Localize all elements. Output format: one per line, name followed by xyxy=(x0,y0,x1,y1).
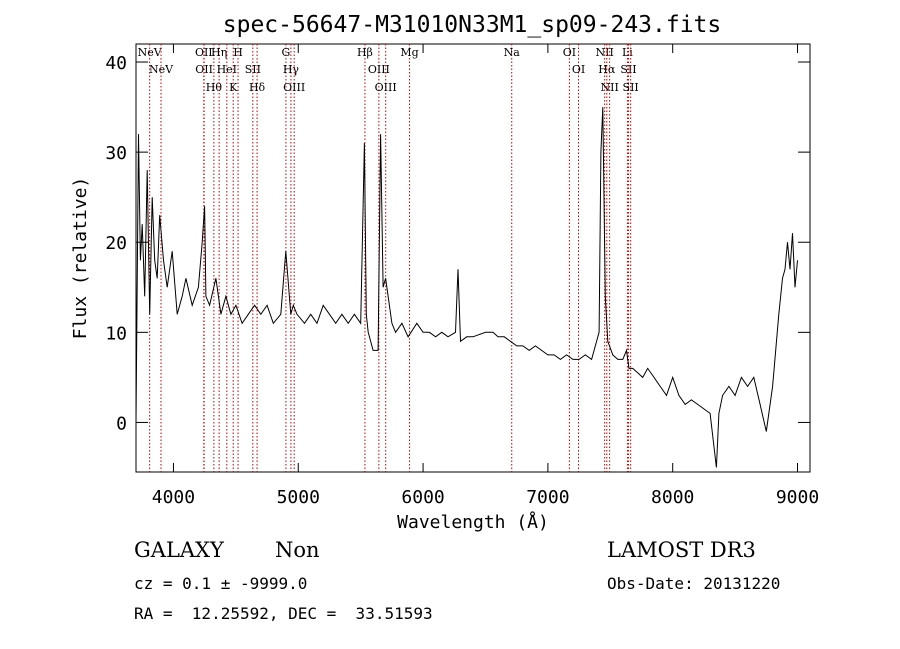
spectral-line-label: H xyxy=(233,46,243,59)
spectral-line-label: Hη xyxy=(211,46,227,59)
spectral-line-label: K xyxy=(229,81,238,94)
y-tick-label: 20 xyxy=(105,233,127,254)
spectral-line-label: Hδ xyxy=(249,81,266,94)
x-tick-label: 8000 xyxy=(651,487,694,508)
y-tick-label: 30 xyxy=(105,143,127,164)
observation-date: Obs-Date: 20131220 xyxy=(607,574,781,593)
spectral-line-label: NeV xyxy=(149,63,174,76)
spectral-line-label: Hα xyxy=(598,63,616,76)
spectral-line-label: OI xyxy=(572,63,585,76)
chart-title: spec-56647-M31010N33M1_sp09-243.fits xyxy=(223,12,722,38)
x-tick-label: 5000 xyxy=(277,487,320,508)
y-tick-label: 40 xyxy=(105,53,127,74)
spectral-line-label: Li xyxy=(622,46,633,59)
redshift-cz: cz = 0.1 ± -9999.0 xyxy=(134,574,308,593)
spectral-line-label: SII xyxy=(245,63,261,76)
x-tick-label: 7000 xyxy=(526,487,569,508)
spectrum-series-line xyxy=(135,107,798,468)
spectral-line-label: NII xyxy=(596,46,614,59)
spectral-line-label: Hθ xyxy=(206,81,223,94)
spectral-line-label: Mg xyxy=(400,46,418,59)
x-tick-label: 6000 xyxy=(401,487,444,508)
x-tick-label: 4000 xyxy=(152,487,195,508)
coordinates: RA = 12.25592, DEC = 33.51593 xyxy=(134,604,433,623)
object-class: GALAXY xyxy=(134,538,224,562)
object-subclass: Non xyxy=(275,538,320,562)
spectral-line-label: OIII xyxy=(283,81,305,94)
spectral-line-label: Hβ xyxy=(357,46,373,59)
spectral-line-label: Hγ xyxy=(283,63,300,76)
spectral-line-label: NeV xyxy=(138,46,163,59)
x-tick-label: 9000 xyxy=(776,487,819,508)
spectral-line-label: SII xyxy=(623,81,639,94)
spectral-line-label: OI xyxy=(563,46,576,59)
y-tick-label: 10 xyxy=(105,323,127,344)
spectral-line-label: G xyxy=(282,46,291,59)
spectral-line-label: NII xyxy=(600,81,618,94)
spectral-line-label: OIII xyxy=(375,81,397,94)
survey-name: LAMOST DR3 xyxy=(607,538,756,562)
x-axis-label: Wavelength (Å) xyxy=(397,511,549,533)
spectral-line-label: OII xyxy=(195,63,213,76)
spectral-line-label: HeI xyxy=(217,63,237,76)
plot-frame xyxy=(135,43,811,473)
spectral-line-label: SII xyxy=(620,63,636,76)
spectral-line-label: OIII xyxy=(368,63,390,76)
spectral-line-label: Na xyxy=(504,46,521,59)
y-axis-label: Flux (relative) xyxy=(70,177,91,340)
y-tick-label: 0 xyxy=(116,413,127,434)
